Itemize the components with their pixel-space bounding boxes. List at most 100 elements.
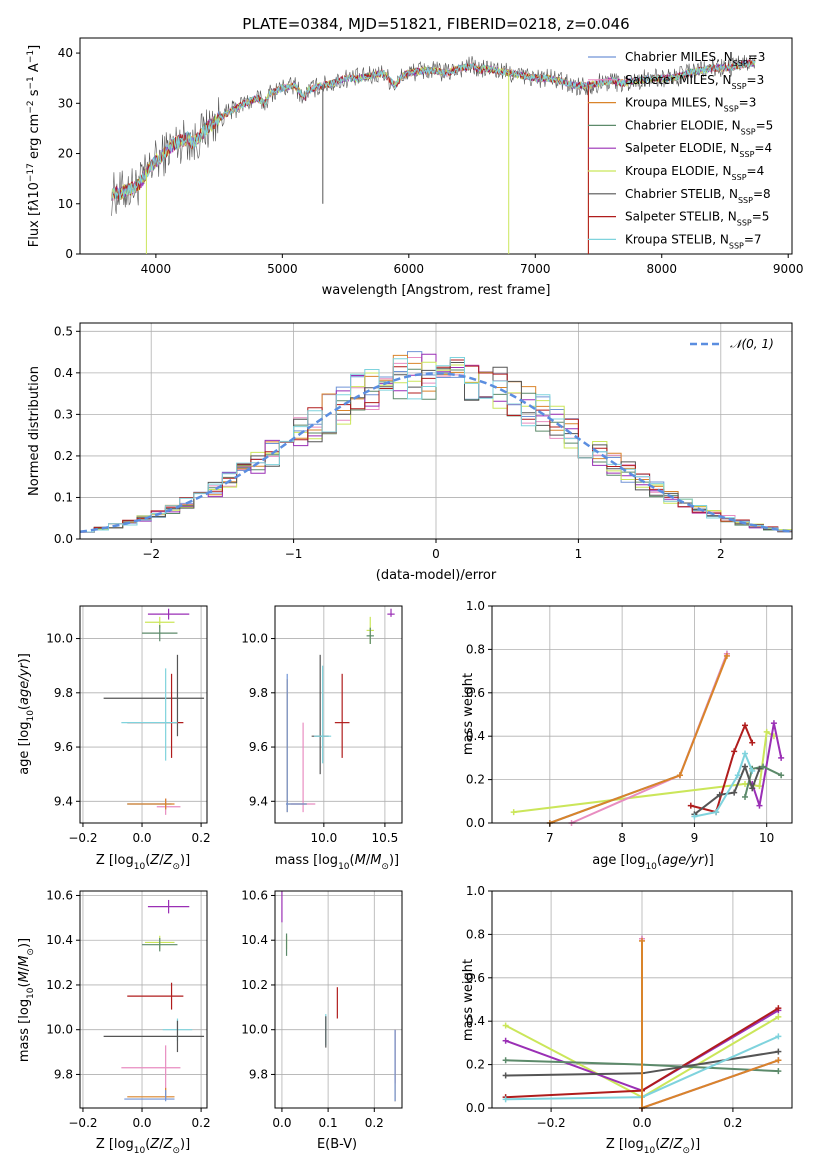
- spectrum-line-kroupa-stelib: [111, 59, 756, 201]
- spectrum-xtick-label: 6000: [394, 262, 425, 276]
- mass-vs-ebv-ytick-label: 10.4: [241, 933, 268, 947]
- spectrum-ytick-label: 20: [58, 147, 73, 161]
- mass-vs-Z-ytick-label: 10.2: [46, 978, 73, 992]
- mass-weight-vs-age-ytick-label: 0.0: [466, 816, 485, 830]
- age-vs-Z-ylabel: age [log10(age/yr)]: [17, 653, 36, 775]
- mass-weight-vs-Z-xtick-label: −0.2: [537, 1116, 566, 1130]
- age-vs-mass-axes-frame: [274, 605, 403, 824]
- spectrum-legend: Chabrier MILES, NSSP=3 Salpeter MILES, NS…: [588, 50, 773, 250]
- mass-vs-Z-xtick-label: 0.0: [132, 1116, 151, 1130]
- residuals-xtick-label: 1: [575, 547, 583, 561]
- mass-vs-Z-axes-frame: [79, 890, 208, 1109]
- mass-weight-vs-age-ytick-label: 0.6: [466, 686, 485, 700]
- mass-weight-vs-Z-xlabel: Z [log10(Z/Z⊙)]: [606, 1137, 700, 1156]
- mass-weight-vs-age-series-line: [571, 653, 728, 824]
- mass-weight-vs-age-ytick-label: 0.4: [466, 729, 485, 743]
- mass-weight-vs-age-series-line: [549, 655, 728, 824]
- parameter-panels: −0.2 0.0 0.2 9.4 9.6 9.8 10.0 10.0 10.5 9.4 9.6 9.8…: [46, 599, 793, 1130]
- residuals-histograms: [79, 351, 793, 533]
- mass-weight-vs-age-series-line: [751, 722, 783, 806]
- residuals-ytick-label: 0.0: [54, 532, 73, 546]
- mass-weight-vs-Z-xtick-label: 0.2: [723, 1116, 742, 1130]
- age-vs-mass-xtick-label: 10.5: [372, 831, 399, 845]
- mass-weight-vs-age-ytick-label: 0.2: [466, 773, 485, 787]
- residuals-xtick-label: 2: [717, 547, 725, 561]
- residuals-ytick-label: 0.1: [54, 490, 73, 504]
- mass-vs-ebv-ytick-label: 10.0: [241, 1023, 268, 1037]
- legend-entry: Salpeter MILES, NSSP=3: [625, 73, 764, 91]
- legend-entry: Chabrier ELODIE, NSSP=5: [625, 118, 773, 136]
- normal-legend-label: 𝒩(0, 1): [730, 337, 774, 351]
- mass-vs-Z-ytick-label: 10.0: [46, 1023, 73, 1037]
- spectrum-xtick-label: 8000: [646, 262, 677, 276]
- legend-entry: Kroupa ELODIE, NSSP=4: [625, 164, 764, 182]
- spectrum-ylabel: Flux [fλ10−17 erg cm−2 s−1 A−1]: [26, 45, 42, 247]
- residuals-ylabel: Normed distribution: [27, 366, 42, 496]
- spectrum-lines: [111, 54, 756, 254]
- age-vs-Z-xtick-label: −0.2: [68, 831, 97, 845]
- figure-title: PLATE=0384, MJD=51821, FIBERID=0218, z=0…: [242, 15, 629, 33]
- age-vs-Z-panel: −0.2 0.0 0.2 9.4 9.6 9.8 10.0: [46, 605, 211, 845]
- legend-entry: Chabrier MILES, NSSP=3: [625, 50, 765, 68]
- mass-weight-vs-Z-xtick-label: 0.0: [632, 1116, 651, 1130]
- residuals-xtick-label: −2: [142, 547, 160, 561]
- spectrum-ytick-label: 40: [58, 46, 73, 60]
- spectrum-xtick-label: 4000: [141, 262, 172, 276]
- mass-weight-vs-age-xtick-label: 7: [546, 831, 554, 845]
- spectrum-line-chabrier-stelib: [111, 54, 756, 216]
- residuals-ytick-label: 0.5: [54, 324, 73, 338]
- age-vs-Z-xlabel: Z [log10(Z/Z⊙)]: [96, 853, 190, 872]
- mass-weight-vs-Z-ytick-label: 0.8: [466, 927, 485, 941]
- legend-entry: Salpeter STELIB, NSSP=5: [625, 210, 769, 228]
- spectrum-ytick-label: 30: [58, 96, 73, 110]
- mass-weight-vs-Z-ytick-label: 0.4: [466, 1014, 485, 1028]
- spectrum-xlabel: wavelength [Angstrom, rest frame]: [322, 283, 551, 298]
- mass-weight-vs-age-series-line: [513, 730, 775, 814]
- age-vs-mass-ytick-label: 9.6: [249, 740, 268, 754]
- legend-entry: Chabrier STELIB, NSSP=8: [625, 187, 771, 205]
- mass-vs-ebv-ytick-label: 9.8: [249, 1067, 268, 1081]
- mass-weight-vs-Z-panel: −0.2 0.0 0.2 0.0 0.2 0.4 0.6 0.8 1.0: [466, 884, 793, 1130]
- mass-vs-ebv-xtick-label: 0.2: [365, 1116, 384, 1130]
- age-vs-Z-ytick-label: 9.6: [54, 740, 73, 754]
- spectrum-panel: 4000 5000 6000 7000 8000 9000 0 10 20 30 40 Chabri…: [26, 37, 804, 298]
- mass-vs-ebv-xlabel: E(B-V): [317, 1137, 357, 1152]
- mass-vs-Z-xtick-label: 0.2: [192, 1116, 211, 1130]
- age-vs-mass-ytick-label: 9.4: [249, 794, 268, 808]
- mass-vs-ebv-xtick-label: 0.0: [272, 1116, 291, 1130]
- mass-vs-Z-ytick-label: 9.8: [54, 1067, 73, 1081]
- mass-weight-vs-age-ytick-label: 0.8: [466, 642, 485, 656]
- age-vs-Z-axes-frame: [79, 605, 208, 824]
- mass-weight-vs-age-xlabel: age [log10(age/yr)]: [592, 853, 714, 872]
- mass-weight-vs-age-series-line: [744, 765, 782, 798]
- mass-weight-vs-Z-ytick-label: 0.6: [466, 971, 485, 985]
- mass-weight-vs-age-xtick-label: 10: [759, 831, 774, 845]
- spectrum-xtick-label: 5000: [267, 262, 298, 276]
- age-vs-Z-ytick-label: 9.4: [54, 794, 73, 808]
- mass-weight-vs-Z-ytick-label: 0.0: [466, 1101, 485, 1115]
- residuals-panel: −2 −1 0 1 2 0.0 0.1 0.2 0.3 0.4 0.5 𝒩(0, 1) (data-…: [27, 322, 793, 583]
- residuals-xtick-label: 0: [432, 547, 440, 561]
- age-vs-mass-xtick-label: 10.0: [310, 831, 337, 845]
- mass-weight-vs-Z-series-line: [641, 940, 779, 1110]
- residuals-xtick-label: −1: [285, 547, 303, 561]
- spectrum-ytick-label: 0: [65, 247, 73, 261]
- age-vs-mass-xlabel: mass [log10(M/M⊙)]: [275, 853, 399, 872]
- mass-vs-Z-xtick-label: −0.2: [68, 1116, 97, 1130]
- mass-vs-Z-ytick-label: 10.6: [46, 888, 73, 902]
- mass-vs-ebv-axes-frame: [274, 890, 403, 1109]
- mass-weight-vs-age-panel: 7 8 9 10 0.0 0.2 0.4 0.6 0.8 1.0: [466, 599, 793, 845]
- mass-vs-ebv-ytick-label: 10.2: [241, 978, 268, 992]
- spectrum-xtick-label: 7000: [520, 262, 551, 276]
- mass-weight-vs-age-xtick-label: 9: [691, 831, 699, 845]
- spectrum-ticks: 4000 5000 6000 7000 8000 9000 0 10 20 30 40: [58, 46, 804, 276]
- mass-weight-vs-age-series-line: [693, 763, 761, 816]
- mass-weight-vs-age-axes-frame: [491, 605, 793, 824]
- mass-vs-Z-panel: −0.2 0.0 0.2 9.8 10.0 10.2 10.4 10.6: [46, 888, 210, 1130]
- age-vs-Z-xtick-label: 0.2: [192, 831, 211, 845]
- age-vs-mass-panel: 10.0 10.5 9.4 9.6 9.8 10.0: [241, 605, 403, 845]
- mass-weight-vs-age-xtick-label: 8: [618, 831, 626, 845]
- residuals-ytick-label: 0.4: [54, 366, 73, 380]
- mass-weight-vs-age-series-line: [690, 722, 754, 814]
